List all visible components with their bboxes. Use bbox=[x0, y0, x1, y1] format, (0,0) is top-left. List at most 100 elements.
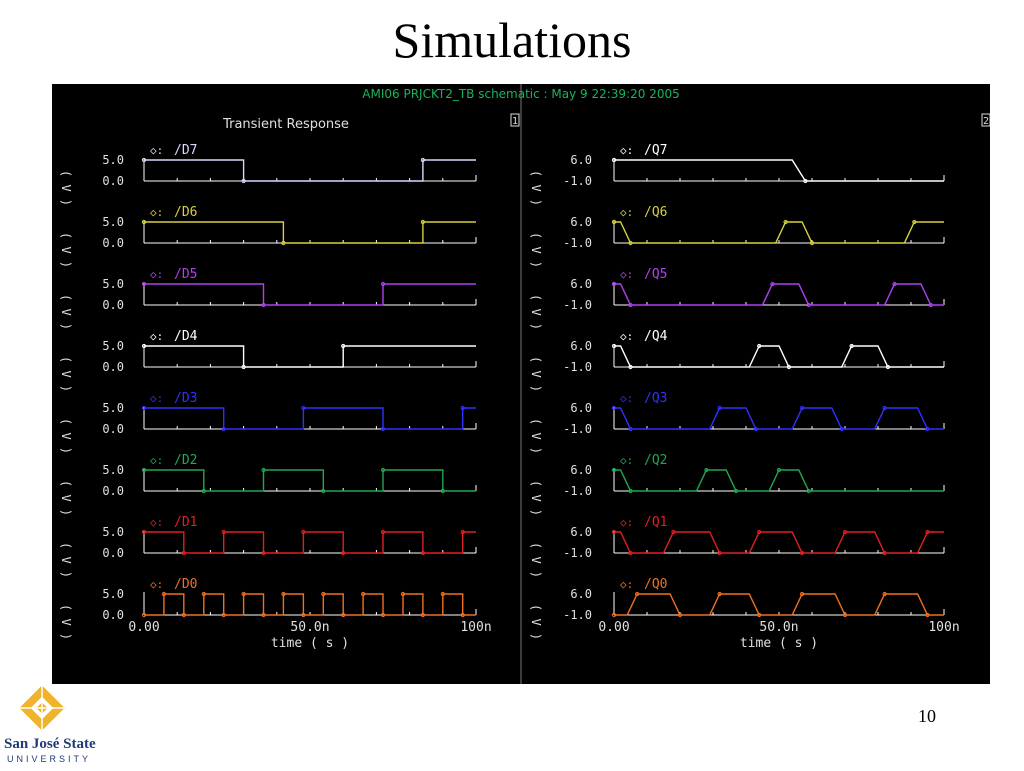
panel-title: Transient Response bbox=[222, 117, 349, 132]
university-logo: San José State UNIVERSITY bbox=[4, 685, 116, 766]
waveform-point bbox=[161, 591, 167, 597]
series-label: /D1 bbox=[174, 515, 197, 530]
waveform-point bbox=[925, 426, 930, 432]
waveform-point bbox=[628, 550, 633, 556]
waveform-point bbox=[460, 529, 465, 535]
waveform-line bbox=[614, 221, 944, 244]
series-label: /D2 bbox=[174, 453, 197, 468]
waveform-point bbox=[882, 405, 887, 411]
series-marker-icon: ◇: bbox=[620, 144, 633, 157]
waveform-line bbox=[144, 283, 476, 306]
y-tick-label: -1.0 bbox=[563, 546, 592, 560]
y-tick-label: 0.0 bbox=[102, 608, 124, 622]
y-tick-label: 0.0 bbox=[102, 422, 124, 436]
y-unit-label: ( V ) bbox=[529, 418, 543, 454]
waveform-point bbox=[181, 612, 186, 618]
waveform-point bbox=[628, 364, 633, 370]
waveform-point bbox=[321, 488, 326, 494]
y-unit-label: ( V ) bbox=[59, 232, 73, 268]
y-tick-label: 0.0 bbox=[102, 236, 124, 250]
waveform-point bbox=[885, 364, 891, 370]
y-tick-label: 6.0 bbox=[570, 401, 592, 415]
series-marker-icon: ◇: bbox=[150, 206, 163, 219]
series-marker-icon: ◇: bbox=[620, 268, 633, 281]
page-number: 10 bbox=[918, 706, 936, 726]
waveform-point bbox=[717, 405, 722, 411]
series-label: /Q4 bbox=[644, 329, 668, 344]
panel-badge[interactable] bbox=[510, 113, 520, 127]
waveform-point bbox=[611, 405, 617, 411]
y-tick-label: -1.0 bbox=[563, 174, 592, 188]
waveform-point bbox=[380, 281, 386, 287]
waveform-point bbox=[301, 612, 306, 618]
x-tick-label: 0.00 bbox=[598, 620, 629, 635]
y-tick-label: 5.0 bbox=[102, 339, 124, 353]
waveform-point bbox=[460, 405, 465, 411]
waveform-line bbox=[614, 469, 944, 492]
waveform-line bbox=[614, 593, 944, 616]
waveform-point bbox=[141, 612, 147, 618]
waveform-point bbox=[281, 591, 286, 597]
waveform-point bbox=[181, 550, 186, 556]
series-label: /D3 bbox=[174, 391, 197, 406]
y-tick-label: 6.0 bbox=[570, 339, 592, 353]
y-unit-label: ( V ) bbox=[59, 356, 73, 392]
waveform-point bbox=[420, 157, 425, 163]
waveform-point bbox=[809, 240, 815, 246]
waveform-plot: AMI06 PRJCKT2_TB schematic : May 9 22:39… bbox=[59, 84, 990, 684]
x-tick-label: 0.00 bbox=[128, 620, 159, 635]
waveform-point bbox=[361, 591, 366, 597]
waveform-point bbox=[281, 240, 286, 246]
waveform-point bbox=[201, 488, 206, 494]
y-tick-label: 0.0 bbox=[102, 298, 124, 312]
waveform-point bbox=[141, 219, 147, 225]
waveform-point bbox=[677, 612, 683, 618]
x-tick-label: 100n bbox=[928, 620, 959, 635]
waveform-point bbox=[201, 591, 206, 597]
series-label: /Q0 bbox=[644, 577, 667, 592]
x-tick-label: 50.0n bbox=[290, 620, 329, 635]
waveform-point bbox=[783, 219, 788, 225]
waveform-point bbox=[380, 612, 386, 618]
waveform-point bbox=[261, 467, 266, 473]
y-unit-label: ( V ) bbox=[59, 294, 73, 330]
waveform-point bbox=[460, 612, 465, 618]
panel-badge-label: 2 bbox=[983, 116, 989, 127]
waveform-point bbox=[341, 343, 346, 349]
series-marker-icon: ◇: bbox=[150, 144, 163, 157]
waveform-point bbox=[380, 467, 386, 473]
waveform-point bbox=[925, 529, 930, 535]
waveform-point bbox=[849, 343, 854, 349]
y-tick-label: 6.0 bbox=[570, 153, 592, 167]
y-tick-label: 5.0 bbox=[102, 463, 124, 477]
waveform-point bbox=[717, 550, 722, 556]
waveform-point bbox=[882, 591, 887, 597]
series-marker-icon: ◇: bbox=[150, 392, 163, 405]
waveform-line bbox=[144, 345, 476, 368]
waveform-point bbox=[628, 426, 633, 432]
waveform-point bbox=[141, 281, 147, 287]
y-unit-label: ( V ) bbox=[529, 356, 543, 392]
waveform-point bbox=[635, 591, 640, 597]
series-label: /Q6 bbox=[644, 205, 667, 220]
waveform-point bbox=[912, 219, 917, 225]
waveform-point bbox=[380, 529, 386, 535]
waveform-point bbox=[770, 281, 775, 287]
panel-badge[interactable] bbox=[981, 113, 990, 127]
y-unit-label: ( V ) bbox=[529, 542, 543, 578]
panel-badge-label: 1 bbox=[512, 116, 518, 127]
y-tick-label: 0.0 bbox=[102, 174, 124, 188]
waveform-point bbox=[734, 488, 739, 494]
waveform-point bbox=[301, 405, 306, 411]
waveform-point bbox=[611, 529, 617, 535]
y-tick-label: 6.0 bbox=[570, 587, 592, 601]
waveform-point bbox=[671, 529, 676, 535]
y-tick-label: 5.0 bbox=[102, 525, 124, 539]
waveform-line bbox=[144, 407, 476, 430]
y-tick-label: 5.0 bbox=[102, 401, 124, 415]
waveform-point bbox=[321, 591, 326, 597]
series-marker-icon: ◇: bbox=[620, 578, 633, 591]
waveform-point bbox=[925, 612, 930, 618]
waveform-line bbox=[614, 283, 944, 306]
waveform-point bbox=[842, 529, 848, 535]
